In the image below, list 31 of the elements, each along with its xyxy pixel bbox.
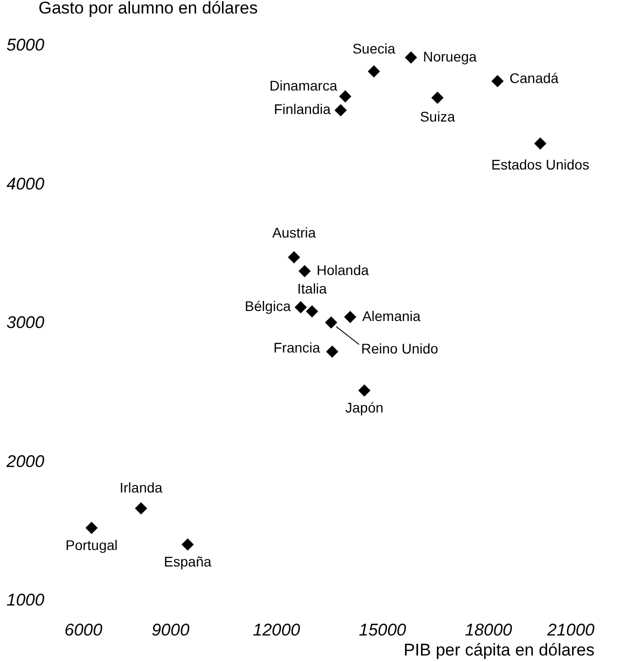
y-tick-label: 3000: [6, 313, 45, 332]
annotation: Holanda: [316, 262, 369, 278]
y-tick-label: 2000: [6, 452, 45, 471]
annotation: Canadá: [510, 70, 559, 86]
y-tick-label: 1000: [6, 590, 45, 610]
x-tick-label: 21000: [546, 620, 596, 640]
x-axis-title: PIB per cápita en dólares: [404, 640, 594, 660]
x-tick-label: 6000: [64, 620, 103, 640]
y-axis-title: Gasto por alumno en dólares: [38, 0, 258, 18]
annotation: Reino Unido: [361, 340, 438, 356]
annotation: Austria: [272, 224, 316, 240]
annotation: Irlanda: [120, 479, 163, 496]
annotation: Suecia: [352, 40, 396, 56]
x-tick-label: 15000: [358, 620, 407, 640]
y-tick-label: 4000: [6, 174, 45, 194]
annotation: España: [164, 554, 212, 570]
annotation: Suiza: [420, 108, 456, 125]
x-tick-label: 9000: [152, 620, 190, 640]
x-tick-label: 18000: [464, 620, 513, 640]
annotation: Dinamarca: [270, 77, 338, 94]
annotation: Bélgica: [244, 298, 291, 314]
annotation: Finlandia: [274, 101, 331, 118]
x-tick-label: 12000: [252, 620, 301, 640]
annotation: Italia: [297, 280, 328, 296]
y-tick-label: 5000: [6, 36, 45, 54]
annotation: Alemania: [362, 308, 421, 324]
annotation: Portugal: [65, 536, 118, 553]
annotation: Estados Unidos: [491, 156, 590, 173]
annotation: Francia: [273, 340, 320, 356]
annotation: Japón: [345, 399, 384, 416]
annotation: Noruega: [422, 48, 477, 64]
